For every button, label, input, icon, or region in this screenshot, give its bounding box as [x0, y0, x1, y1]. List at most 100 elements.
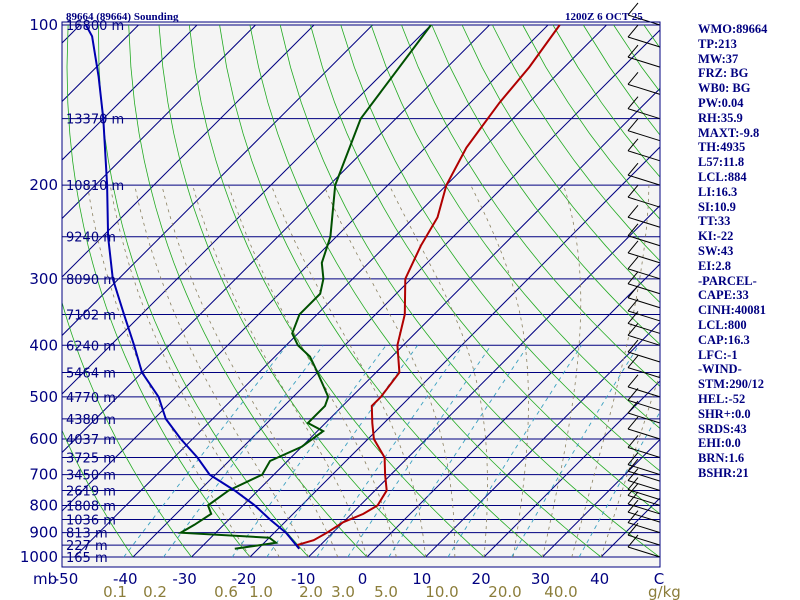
panel-line: BRN:1.6	[698, 451, 745, 466]
wind-barb-flag	[627, 184, 639, 198]
panel-line: L57:11.8	[698, 155, 745, 170]
moist-adiabat-line	[542, 184, 582, 558]
mixing-ratio-tick-label: 20.0	[488, 583, 521, 600]
wind-barb-flag	[627, 452, 639, 465]
pressure-tick-label: 1000	[20, 548, 58, 566]
wind-barb-flag	[627, 483, 639, 496]
panel-line: LCL:800	[698, 317, 747, 332]
isotherm-line	[74, 24, 607, 558]
panel-line: FRZ: BG	[698, 66, 749, 81]
wind-barb	[627, 130, 661, 142]
height-label: 9240 m	[66, 231, 116, 246]
height-label: 227 m	[66, 539, 108, 554]
panel-line: KI:-22	[698, 229, 734, 244]
pressure-tick-label: 900	[29, 524, 58, 542]
dry-adiabat-line	[461, 24, 660, 304]
isotherm-line	[62, 24, 373, 337]
height-label: 4380 m	[66, 413, 116, 428]
wind-barb	[627, 480, 661, 492]
wind-barb	[627, 511, 661, 523]
moist-adiabat-line	[388, 184, 488, 558]
wind-barb-flag	[627, 477, 639, 490]
wind-barb-flag	[627, 162, 639, 176]
temperature-tick-label: -10	[291, 570, 316, 588]
height-label: 2619 m	[66, 485, 116, 500]
isotherm-line	[483, 380, 660, 558]
mixing-ratio-tick-label: 3.0	[331, 583, 355, 600]
mixing-ratio-tick-label: 1.0	[249, 583, 273, 600]
wind-barb-flag	[627, 96, 639, 110]
wind-barb-flag	[627, 499, 639, 513]
wind-barb-flag	[627, 285, 639, 299]
wind-barb-flag	[627, 400, 639, 414]
wind-barb-flag	[627, 355, 639, 368]
pressure-tick-label: 300	[29, 270, 58, 288]
dry-adiabat-line	[401, 24, 660, 387]
isotherm-line	[62, 24, 432, 395]
pressure-tick-label: 100	[29, 16, 58, 34]
wind-barb	[627, 546, 661, 558]
wind-barb	[627, 310, 661, 322]
pressure-tick-label: 400	[29, 336, 58, 354]
height-label: 1036 m	[66, 513, 116, 528]
wind-barb-flag	[627, 204, 639, 218]
wind-barb	[627, 464, 661, 476]
panel-line: BSHR:21	[698, 465, 749, 480]
moist-adiabat-line	[270, 184, 426, 558]
mixing-ratio-line	[511, 345, 639, 558]
wind-barb-flag	[627, 311, 639, 324]
wind-barb	[627, 216, 661, 228]
wind-barb-flag	[627, 534, 639, 548]
moist-adiabat-line	[161, 185, 339, 558]
dry-adiabat-line	[249, 24, 602, 558]
wind-barb	[627, 386, 661, 398]
panel-line: CAP:16.3	[698, 332, 750, 347]
height-label: 16800 m	[66, 19, 124, 34]
wind-barb-flag	[627, 256, 639, 270]
wind-barb	[627, 334, 661, 346]
wind-barb-flag	[627, 240, 639, 254]
isotherm-line	[132, 29, 660, 558]
isotherm-line	[249, 146, 660, 558]
isotherm-line	[62, 24, 198, 161]
wind-barb	[627, 268, 661, 280]
panel-line: MW:37	[698, 51, 739, 66]
height-label: 13370 m	[66, 113, 124, 128]
wind-barb	[627, 322, 661, 334]
wind-barb-flag	[627, 223, 639, 237]
height-label: 5464 m	[66, 367, 116, 382]
wind-barb-column	[627, 2, 661, 558]
isotherm-line	[542, 438, 660, 558]
isotherm-line	[62, 24, 315, 278]
title-left: 89664 (89664) Sounding	[66, 11, 179, 23]
panel-line: EHI:0.0	[698, 436, 741, 451]
temperature-tick-label: 0	[358, 570, 368, 588]
wind-barb	[627, 150, 661, 162]
moist-adiabat-line	[323, 184, 456, 557]
height-label: 6240 m	[66, 339, 116, 354]
temperature-tick-label: 30	[531, 570, 550, 588]
mixing-ratio-tick-label: 0.2	[143, 583, 167, 600]
wind-barb-flag	[627, 271, 639, 285]
wind-barb	[627, 367, 661, 379]
height-label: 1808 m	[66, 499, 116, 514]
dewpoint-profile-line	[177, 24, 432, 550]
panel-line: HEL:-52	[698, 391, 746, 406]
wind-barb-flag	[627, 458, 639, 472]
height-label: 7102 m	[66, 308, 116, 323]
mixing-ratio-line	[316, 345, 464, 558]
wind-barb	[627, 399, 661, 411]
wind-barb-flag	[627, 416, 639, 430]
panel-line: LCL:884	[698, 169, 747, 184]
panel-line: MAXT:-9.8	[698, 125, 760, 140]
mixing-ratio-line	[123, 345, 288, 558]
mixing-ratio-tick-label: 2.0	[299, 583, 323, 600]
dry-adiabat-line	[66, 24, 251, 558]
wind-barb-flag	[627, 322, 639, 336]
isotherm-line	[62, 24, 256, 220]
wind-barb	[627, 351, 661, 363]
wind-barb	[627, 428, 661, 440]
wind-barb-flag	[627, 435, 639, 448]
wind-barb	[627, 108, 661, 120]
panel-line: STM:290/12	[698, 377, 764, 392]
